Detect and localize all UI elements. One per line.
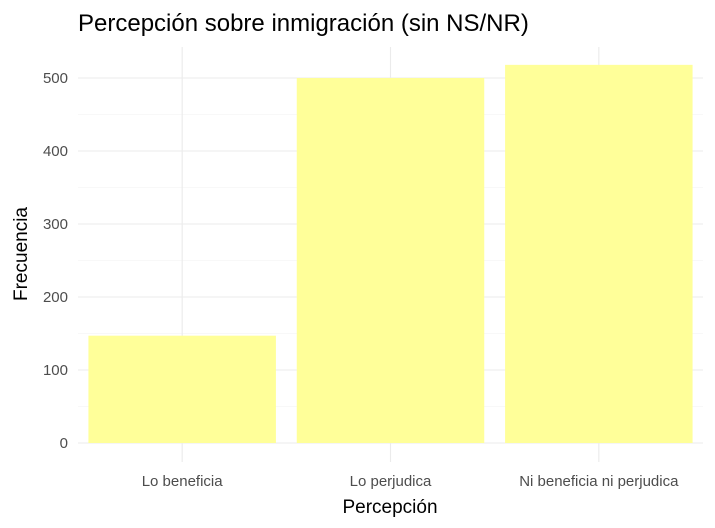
y-tick-label: 100 <box>43 362 68 379</box>
x-tick-labels: Lo beneficia Lo perjudica Ni beneficia ni … <box>142 473 679 490</box>
bar-2 <box>296 78 485 443</box>
x-axis-title: Percepción <box>342 497 437 518</box>
y-tick-label: 200 <box>43 289 68 306</box>
chart-title: Percepción sobre inmigración (sin NS/NR) <box>78 10 529 37</box>
y-tick-label: 0 <box>60 435 68 452</box>
x-tick-label: Lo perjudica <box>350 473 432 490</box>
bar-1 <box>88 335 276 443</box>
y-tick-label: 400 <box>43 143 68 160</box>
y-tick-label: 300 <box>43 216 68 233</box>
x-tick-label: Ni beneficia ni perjudica <box>519 473 679 490</box>
y-tick-labels: 0 100 200 300 400 500 <box>43 70 68 452</box>
x-tick-label: Lo beneficia <box>142 473 224 490</box>
bar-3 <box>505 64 693 444</box>
y-tick-label: 500 <box>43 70 68 87</box>
y-axis-title: Frecuencia <box>11 207 32 301</box>
bars <box>88 64 693 444</box>
